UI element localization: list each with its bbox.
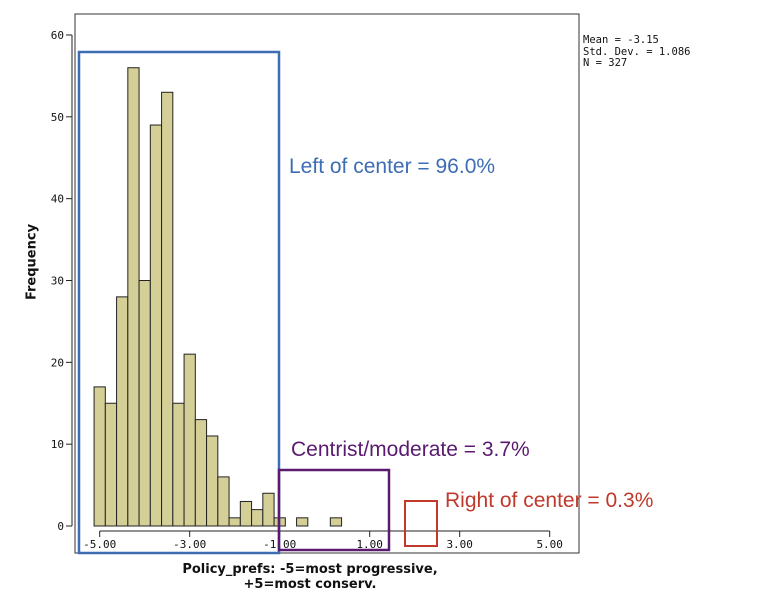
- annotation-right-of-center: Right of center = 0.3%: [445, 489, 654, 512]
- x-tick-label: 5.00: [536, 538, 563, 551]
- x-axis-label: Policy_prefs: -5=most progressive, +5=mo…: [182, 562, 437, 592]
- histogram-bar: [194, 419, 208, 527]
- annotation-left-of-center: Left of center = 96.0%: [289, 155, 496, 178]
- histogram-bar: [127, 67, 140, 527]
- histogram-bar: [217, 476, 230, 527]
- x-tick-label: -5.00: [83, 538, 116, 551]
- x-axis-label-line-2: +5=most conserv.: [243, 577, 377, 592]
- x-tick-label: 1.00: [356, 538, 383, 551]
- stats-box: Mean = -3.15 Std. Dev. = 1.086 N = 327: [583, 34, 691, 70]
- x-tick-label: 3.00: [446, 538, 473, 551]
- histogram-bar: [239, 500, 253, 527]
- y-tick-label: 0: [57, 520, 64, 533]
- histogram-bar: [138, 280, 151, 527]
- centrist-box: [277, 468, 391, 552]
- histogram-bar: [329, 517, 343, 527]
- stats-n: N = 327: [583, 57, 628, 69]
- y-tick-label: 10: [51, 438, 64, 451]
- histogram-bar: [93, 386, 106, 527]
- y-tick-label: 40: [51, 193, 64, 206]
- histogram-bar: [116, 296, 129, 527]
- histogram-bar: [228, 517, 241, 527]
- annotation-centrist: Centrist/moderate = 3.7%: [291, 438, 530, 461]
- histogram-bar: [262, 492, 275, 527]
- y-axis-label: Frequency: [24, 223, 40, 301]
- plot-frame: [74, 13, 580, 554]
- histogram-bar: [172, 402, 185, 527]
- right-of-center-box: [404, 500, 438, 547]
- x-axis-label-line-1: Policy_prefs: -5=most progressive,: [182, 562, 438, 577]
- histogram-bar: [104, 402, 118, 527]
- stats-std-dev: Std. Dev. = 1.086: [583, 45, 691, 58]
- histogram-bar: [161, 91, 174, 527]
- histogram-bar: [149, 124, 163, 527]
- histogram-bar: [183, 353, 196, 527]
- y-tick-label: 50: [51, 111, 64, 124]
- histogram-bar: [251, 509, 264, 527]
- left-of-center-box: [77, 50, 281, 555]
- y-tick-label: 30: [51, 275, 64, 288]
- histogram-bar: [206, 435, 219, 527]
- stats-mean: Mean = -3.15: [583, 34, 659, 46]
- x-tick-label: -3.00: [173, 538, 206, 551]
- y-tick-label: 60: [51, 29, 64, 42]
- y-tick-label: 20: [51, 356, 64, 369]
- histogram-bar: [296, 517, 309, 527]
